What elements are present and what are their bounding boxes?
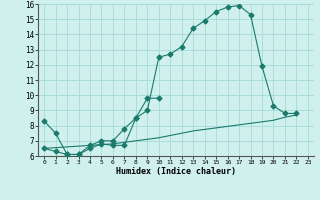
X-axis label: Humidex (Indice chaleur): Humidex (Indice chaleur) bbox=[116, 167, 236, 176]
